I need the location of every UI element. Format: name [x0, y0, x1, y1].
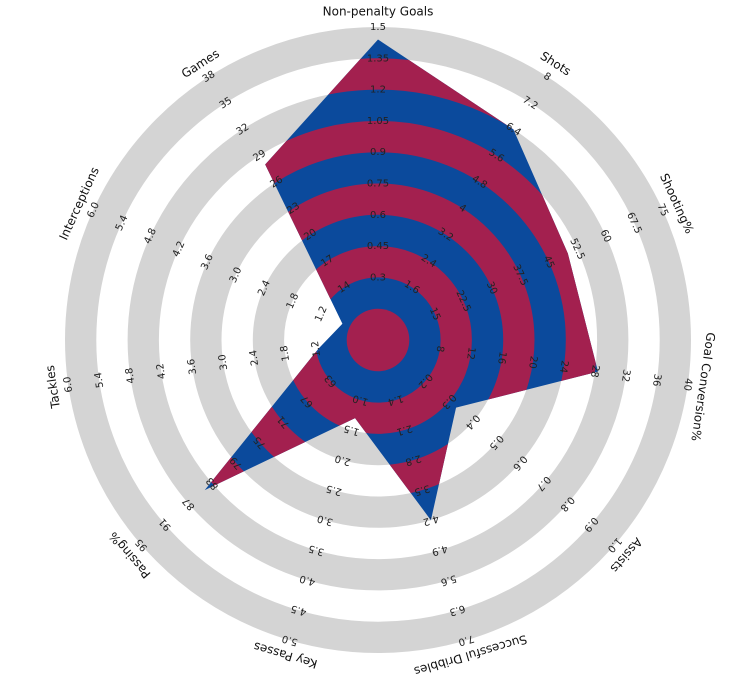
tick-label: 0.9 — [370, 147, 386, 158]
tick-label: 4.8 — [124, 367, 137, 384]
tick-label: 3.6 — [186, 358, 199, 375]
tick-label: 2.4 — [248, 349, 261, 366]
tick-label: 4.5 — [290, 602, 308, 617]
tick-label: 0.45 — [367, 241, 389, 252]
tick-label: 5.0 — [281, 632, 299, 647]
param-label: Tackles — [43, 364, 63, 410]
tick-label: 5.4 — [93, 371, 106, 388]
tick-label: 36 — [650, 373, 663, 387]
tick-label: 75 — [655, 202, 670, 218]
tick-label: 40 — [681, 377, 694, 391]
tick-label: 1.2 — [313, 305, 330, 324]
center-circle — [346, 308, 410, 372]
tick-label: 0.75 — [367, 179, 389, 190]
tick-label: 2.0 — [334, 452, 352, 467]
tick-label: 1.0 — [351, 392, 369, 407]
tick-label: 1.2 — [310, 340, 323, 357]
tick-label: 1.5 — [343, 422, 361, 437]
param-label: Non-penalty Goals — [323, 5, 434, 19]
tick-label: 5.6 — [439, 572, 457, 587]
tick-label: 1.35 — [367, 53, 389, 64]
tick-label: 1.05 — [367, 116, 389, 127]
tick-label: 2.1 — [395, 422, 413, 437]
tick-label: 3.0 — [217, 354, 230, 371]
tick-label: 30 — [484, 280, 499, 296]
tick-label: 1.4 — [386, 392, 404, 407]
tick-label: 8 — [434, 345, 446, 353]
tick-label: 3.5 — [413, 482, 431, 497]
tick-label: 12 — [464, 346, 477, 360]
tick-label: 24 — [557, 360, 570, 374]
tick-label: 2.5 — [325, 482, 343, 497]
tick-label: 4.2 — [155, 362, 168, 379]
tick-label: 3.0 — [316, 512, 334, 527]
tick-label: 4.0 — [298, 572, 316, 587]
tick-label: 60 — [598, 228, 613, 244]
tick-label: 16 — [495, 351, 508, 365]
tick-label: 8 — [541, 71, 552, 84]
tick-label: 1.2 — [370, 85, 386, 96]
tick-label: 4 — [457, 202, 468, 215]
tick-label: 4.2 — [422, 512, 440, 527]
tick-label: 45 — [541, 254, 556, 270]
tick-label: 28 — [588, 364, 601, 378]
tick-label: 6.0 — [62, 376, 75, 393]
tick-label: 6.3 — [448, 602, 466, 617]
tick-label: 7.0 — [457, 632, 475, 647]
tick-label: 20 — [526, 355, 539, 369]
tick-label: 32 — [619, 368, 632, 382]
tick-label: 1.5 — [370, 22, 386, 33]
tick-label: 0.6 — [370, 210, 386, 221]
tick-label: 2.8 — [404, 452, 422, 467]
tick-label: 3.5 — [307, 542, 325, 557]
stripe — [204, 120, 598, 521]
tick-label: 15 — [427, 306, 442, 322]
tick-label: 0.3 — [370, 272, 386, 283]
tick-label: 4.9 — [430, 542, 448, 557]
stripe — [204, 58, 598, 521]
tick-label: 1.8 — [279, 345, 292, 362]
